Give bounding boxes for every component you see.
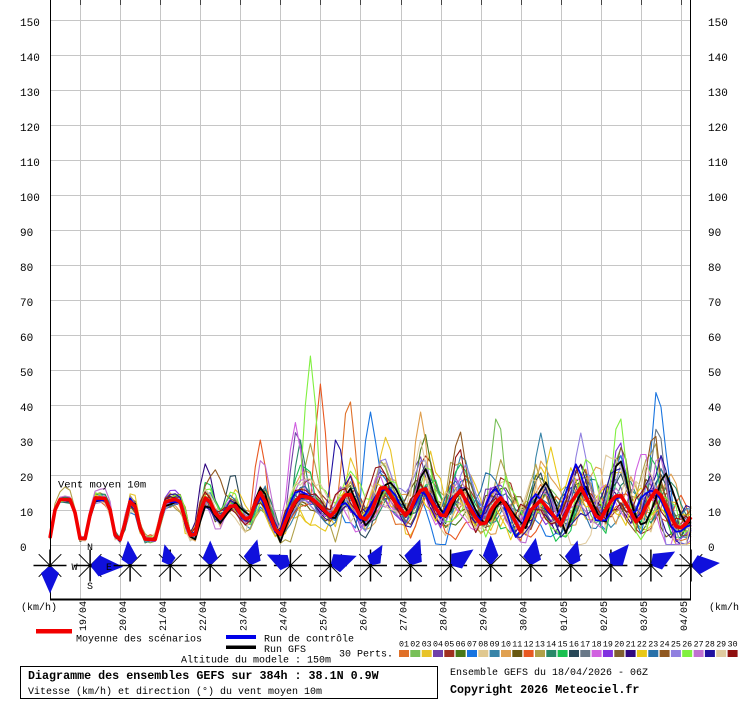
svg-text:50: 50 bbox=[708, 368, 721, 380]
svg-text:19: 19 bbox=[603, 641, 613, 650]
svg-text:130: 130 bbox=[708, 88, 728, 100]
svg-text:03: 03 bbox=[422, 641, 432, 650]
svg-text:80: 80 bbox=[708, 263, 721, 275]
svg-text:150: 150 bbox=[708, 18, 728, 30]
svg-text:26/04: 26/04 bbox=[359, 601, 371, 631]
svg-text:07: 07 bbox=[467, 641, 477, 650]
svg-text:Ensemble GEFS du 18/04/2026 -: Ensemble GEFS du 18/04/2026 - 06Z bbox=[450, 667, 648, 679]
svg-text:Vitesse (km/h) et direction (°: Vitesse (km/h) et direction (°) du vent … bbox=[28, 686, 322, 698]
svg-text:60: 60 bbox=[708, 333, 721, 345]
svg-text:11: 11 bbox=[512, 641, 522, 650]
svg-text:09: 09 bbox=[490, 641, 500, 650]
svg-text:02: 02 bbox=[410, 641, 420, 650]
svg-text:120: 120 bbox=[20, 123, 40, 135]
svg-text:04/05: 04/05 bbox=[679, 601, 691, 631]
svg-text:04: 04 bbox=[433, 641, 443, 650]
svg-text:25: 25 bbox=[671, 641, 681, 650]
svg-text:26: 26 bbox=[682, 641, 692, 650]
svg-text:23/04: 23/04 bbox=[238, 601, 250, 631]
svg-text:25/04: 25/04 bbox=[318, 601, 330, 631]
svg-text:(km/h): (km/h) bbox=[21, 602, 57, 614]
svg-text:30: 30 bbox=[20, 438, 33, 450]
svg-text:110: 110 bbox=[20, 158, 40, 170]
svg-text:12: 12 bbox=[524, 641, 534, 650]
svg-text:110: 110 bbox=[708, 158, 728, 170]
svg-text:15: 15 bbox=[558, 641, 568, 650]
svg-text:W: W bbox=[72, 563, 78, 574]
svg-text:90: 90 bbox=[20, 228, 33, 240]
svg-text:60: 60 bbox=[20, 333, 33, 345]
svg-text:28: 28 bbox=[705, 641, 715, 650]
svg-text:20: 20 bbox=[20, 473, 33, 485]
svg-text:14: 14 bbox=[546, 641, 556, 650]
svg-text:E: E bbox=[106, 563, 112, 574]
svg-text:05: 05 bbox=[444, 641, 454, 650]
svg-text:70: 70 bbox=[20, 298, 33, 310]
svg-text:Diagramme des ensembles GEFS s: Diagramme des ensembles GEFS sur 384h : … bbox=[28, 669, 380, 683]
svg-text:0: 0 bbox=[20, 543, 27, 555]
svg-text:21: 21 bbox=[626, 641, 636, 650]
svg-text:Run GFS: Run GFS bbox=[264, 645, 306, 656]
svg-text:27/04: 27/04 bbox=[399, 601, 411, 631]
svg-text:N: N bbox=[87, 543, 93, 554]
svg-text:Run de contrôle: Run de contrôle bbox=[264, 634, 354, 646]
svg-text:22: 22 bbox=[637, 641, 647, 650]
svg-text:02/05: 02/05 bbox=[599, 601, 611, 631]
svg-text:30: 30 bbox=[728, 641, 738, 650]
svg-text:Moyenne des scénarios: Moyenne des scénarios bbox=[76, 634, 202, 646]
svg-text:80: 80 bbox=[20, 263, 33, 275]
svg-text:90: 90 bbox=[708, 228, 721, 240]
svg-text:140: 140 bbox=[708, 53, 728, 65]
svg-text:08: 08 bbox=[478, 641, 488, 650]
svg-text:20: 20 bbox=[708, 473, 721, 485]
svg-text:20/04: 20/04 bbox=[118, 601, 130, 631]
svg-text:40: 40 bbox=[708, 403, 721, 415]
svg-text:20: 20 bbox=[614, 641, 624, 650]
svg-text:03/05: 03/05 bbox=[639, 601, 651, 631]
svg-text:06: 06 bbox=[456, 641, 466, 650]
svg-text:30 Perts.: 30 Perts. bbox=[339, 650, 393, 661]
svg-text:21/04: 21/04 bbox=[158, 601, 170, 631]
svg-text:10: 10 bbox=[501, 641, 511, 650]
svg-text:10: 10 bbox=[708, 508, 721, 520]
svg-text:70: 70 bbox=[708, 298, 721, 310]
svg-text:130: 130 bbox=[20, 88, 40, 100]
svg-text:28/04: 28/04 bbox=[439, 601, 451, 631]
svg-text:29/04: 29/04 bbox=[479, 601, 491, 631]
svg-text:18: 18 bbox=[592, 641, 602, 650]
svg-text:100: 100 bbox=[20, 193, 40, 205]
svg-text:40: 40 bbox=[20, 403, 33, 415]
svg-text:24: 24 bbox=[660, 641, 670, 650]
svg-text:0: 0 bbox=[708, 543, 715, 555]
svg-text:150: 150 bbox=[20, 18, 40, 30]
svg-text:Vent moyen 10m: Vent moyen 10m bbox=[58, 480, 146, 492]
svg-text:S: S bbox=[87, 582, 93, 593]
svg-text:50: 50 bbox=[20, 368, 33, 380]
svg-text:120: 120 bbox=[708, 123, 728, 135]
svg-text:22/04: 22/04 bbox=[198, 601, 210, 631]
svg-text:140: 140 bbox=[20, 53, 40, 65]
svg-text:30: 30 bbox=[708, 438, 721, 450]
svg-text:30/04: 30/04 bbox=[519, 601, 531, 631]
svg-text:23: 23 bbox=[648, 641, 658, 650]
svg-text:27: 27 bbox=[694, 641, 704, 650]
svg-text:24/04: 24/04 bbox=[278, 601, 290, 631]
svg-text:(km/h): (km/h) bbox=[709, 602, 740, 614]
svg-text:10: 10 bbox=[20, 508, 33, 520]
svg-text:100: 100 bbox=[708, 193, 728, 205]
svg-text:13: 13 bbox=[535, 641, 545, 650]
svg-text:01: 01 bbox=[399, 641, 409, 650]
svg-text:Altitude du modele : 150m: Altitude du modele : 150m bbox=[181, 655, 331, 667]
svg-text:19/04: 19/04 bbox=[78, 601, 90, 631]
svg-text:16: 16 bbox=[569, 641, 579, 650]
svg-text:17: 17 bbox=[580, 641, 590, 650]
svg-text:01/05: 01/05 bbox=[559, 601, 571, 631]
svg-text:29: 29 bbox=[716, 641, 726, 650]
svg-text:Copyright 2026 Meteociel.fr: Copyright 2026 Meteociel.fr bbox=[450, 683, 639, 697]
